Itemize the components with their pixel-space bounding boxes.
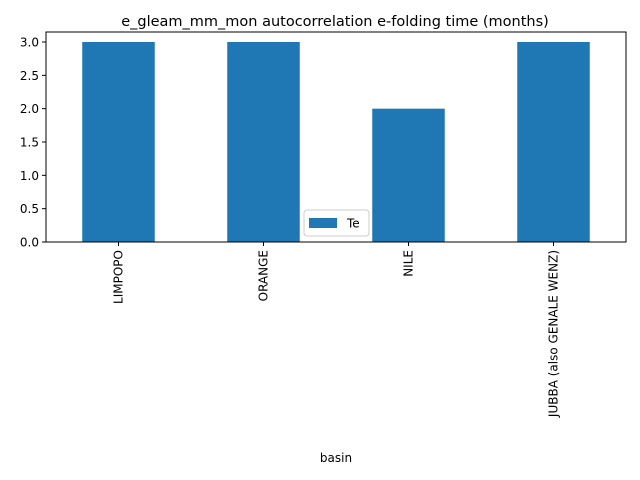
x-tick-label: LIMPOPO [112, 250, 126, 304]
y-axis: 0.0 0.5 1.0 1.5 2.0 2.5 3.0 [20, 36, 46, 250]
x-axis-label: basin [320, 451, 352, 465]
y-tick-label: 0.0 [20, 236, 39, 250]
bar-jubba-also-genale-wenz [517, 42, 590, 242]
bar-orange [227, 42, 300, 242]
plot-frame [45, 31, 627, 243]
y-tick-label: 1.0 [20, 169, 39, 183]
bars-group [82, 42, 590, 243]
x-tick-label: ORANGE [257, 250, 271, 301]
legend-label-te: Te [346, 217, 360, 231]
x-tick-label: JUBBA (also GENALE WENZ) [547, 250, 561, 418]
chart-title: e_gleam_mm_mon autocorrelation e-folding… [121, 14, 549, 30]
y-tick-label: 3.0 [20, 36, 39, 50]
x-axis: LIMPOPO ORANGE NILE JUBBA (also GENALE WENZ… [112, 242, 561, 418]
y-tick-label: 2.0 [20, 102, 39, 116]
x-tick-label: NILE [402, 250, 416, 277]
y-tick-label: 1.5 [20, 136, 39, 150]
legend: Te [303, 209, 370, 237]
legend-swatch-te [309, 218, 337, 228]
bar-nile [372, 108, 445, 243]
y-tick-label: 0.5 [20, 202, 39, 216]
y-tick-label: 2.5 [20, 69, 39, 83]
bar-limpopo [82, 42, 155, 242]
